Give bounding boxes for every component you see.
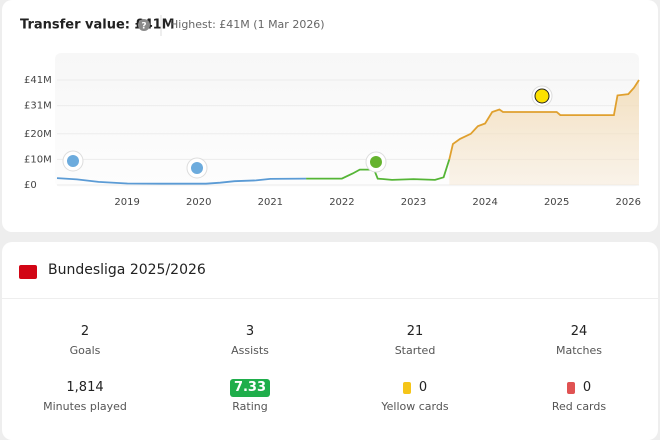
transfer-card: Transfer value: £41M ? Highest: £41M (1 … bbox=[2, 0, 658, 232]
area bbox=[449, 80, 639, 185]
stat-value-row: 0 bbox=[499, 379, 659, 397]
y-tick-label: £31M bbox=[24, 101, 52, 112]
stat-value-row: 0 bbox=[335, 379, 495, 397]
stat-value-row: 24 bbox=[499, 323, 659, 341]
stat-value: 7.33 bbox=[229, 379, 271, 397]
stat-value-row: 7.33 bbox=[170, 379, 330, 397]
stat: 21 Started bbox=[335, 323, 495, 357]
stat: 3 Assists bbox=[170, 323, 330, 357]
y-tick-label: £41M bbox=[24, 75, 52, 86]
line bbox=[306, 159, 451, 181]
x-tick-label: 2022 bbox=[329, 197, 354, 208]
x-tick-label: 2019 bbox=[114, 197, 139, 208]
y-tick-label: £0 bbox=[24, 180, 37, 191]
x-tick-label: 2020 bbox=[186, 197, 211, 208]
x-tick-label: 2024 bbox=[472, 197, 497, 208]
stat-value: 1,814 bbox=[66, 380, 104, 395]
stat-value: 21 bbox=[406, 324, 424, 339]
league-card: Bundesliga 2025/2026 2 Goals 3 Assists 21 Sta… bbox=[2, 242, 658, 440]
y-tick-label: £20M bbox=[24, 129, 52, 140]
help-icon-glyph: ? bbox=[141, 22, 146, 32]
stat-value: 0 bbox=[582, 380, 592, 395]
chart: Transfer value: £41M ? Highest: £41M (1 … bbox=[20, 15, 641, 208]
stat-label: Goals bbox=[69, 344, 101, 357]
stat-label: Started bbox=[394, 344, 436, 357]
club-logos bbox=[62, 85, 553, 179]
stat: 7.33 Rating bbox=[170, 379, 330, 413]
x-tick-label: 2021 bbox=[258, 197, 283, 208]
stat-label: Assists bbox=[231, 344, 269, 357]
divider bbox=[2, 298, 658, 299]
y-tick-label: £10M bbox=[24, 154, 52, 165]
stat-label: Yellow cards bbox=[381, 400, 449, 413]
stat-value-row: 3 bbox=[170, 323, 330, 341]
stat-value: 3 bbox=[245, 324, 255, 339]
line bbox=[56, 177, 307, 185]
x-tick-label: 2025 bbox=[544, 197, 569, 208]
line bbox=[448, 79, 640, 160]
chart-subtitle: Highest: £41M (1 Mar 2026) bbox=[170, 18, 325, 31]
stat-label: Rating bbox=[232, 400, 268, 413]
card-icon bbox=[566, 382, 575, 394]
stat: 2 Goals bbox=[5, 323, 165, 357]
stat-value: 24 bbox=[570, 324, 588, 339]
x-tick-label: 2026 bbox=[616, 197, 641, 208]
league-icon bbox=[19, 265, 37, 279]
stat: 0 Yellow cards bbox=[335, 379, 495, 413]
stat-value: 2 bbox=[80, 324, 90, 339]
stat-value-row: 1,814 bbox=[5, 379, 165, 397]
stat: 0 Red cards bbox=[499, 379, 659, 413]
league-title: Bundesliga 2025/2026 bbox=[48, 262, 206, 278]
stat-label: Matches bbox=[555, 344, 603, 357]
stat-value: 0 bbox=[418, 380, 428, 395]
stat-value-row: 2 bbox=[5, 323, 165, 341]
chart-title: Transfer value: £41M bbox=[20, 18, 175, 33]
stat: 24 Matches bbox=[499, 323, 659, 357]
stat-value-row: 21 bbox=[335, 323, 495, 341]
help-icon[interactable] bbox=[138, 19, 150, 31]
x-tick-label: 2023 bbox=[401, 197, 426, 208]
stat: 1,814 Minutes played bbox=[5, 379, 165, 413]
stat-label: Minutes played bbox=[43, 400, 127, 413]
card-icon bbox=[402, 382, 411, 394]
stat-label: Red cards bbox=[551, 400, 607, 413]
